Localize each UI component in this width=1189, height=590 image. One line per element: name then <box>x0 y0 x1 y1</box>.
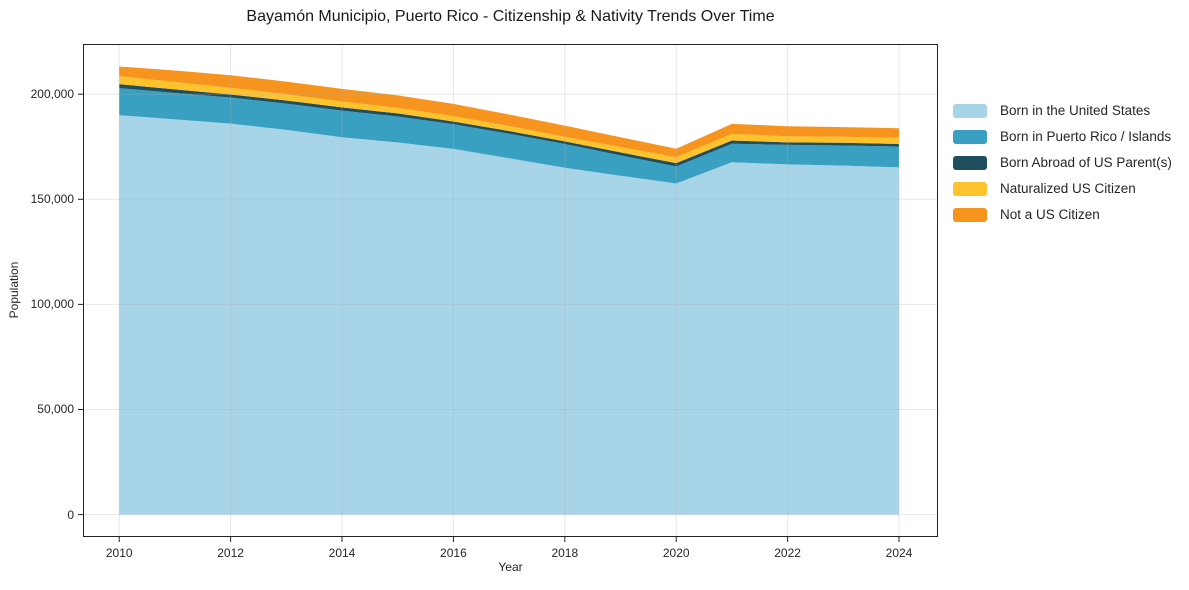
x-tick-label: 2018 <box>551 546 579 560</box>
legend-label: Born in Puerto Rico / Islands <box>1000 129 1172 144</box>
x-tick-label: 2024 <box>885 546 913 560</box>
legend: Born in the United States Born in Puerto … <box>953 103 1172 222</box>
area-born-in-puerto-rico-islands <box>119 88 900 184</box>
area-born-in-the-united-states <box>119 115 900 515</box>
x-tick-label: 2016 <box>440 546 467 560</box>
legend-item-born-abroad-of-us-parent-s: Born Abroad of US Parent(s) <box>953 155 1172 170</box>
legend-item-not-a-us-citizen: Not a US Citizen <box>953 207 1172 222</box>
area-not-a-us-citizen <box>119 66 900 158</box>
x-tick-label: 2010 <box>105 546 133 560</box>
legend-label: Born in the United States <box>1000 103 1151 118</box>
plot-border <box>83 44 938 537</box>
legend-swatch-icon <box>953 129 987 144</box>
x-tick-label: 2020 <box>662 546 690 560</box>
area-born-abroad-of-us-parent-s <box>119 84 900 167</box>
y-tick-label: 100,000 <box>30 297 74 312</box>
x-tick-label: 2014 <box>328 546 356 560</box>
legend-item-born-in-puerto-rico-islands: Born in Puerto Rico / Islands <box>953 129 1172 144</box>
legend-item-born-in-the-united-states: Born in the United States <box>953 103 1172 118</box>
legend-item-naturalized-us-citizen: Naturalized US Citizen <box>953 181 1172 196</box>
legend-label: Born Abroad of US Parent(s) <box>1000 155 1172 170</box>
chart-title: Bayamón Municipio, Puerto Rico - Citizen… <box>246 8 775 25</box>
legend-label: Naturalized US Citizen <box>1000 181 1136 196</box>
plot-area <box>78 44 938 542</box>
x-axis-label: Year <box>498 560 523 574</box>
gridlines <box>83 44 938 537</box>
x-tick-label: 2022 <box>774 546 801 560</box>
legend-label: Not a US Citizen <box>1000 207 1100 222</box>
stacked-areas <box>119 66 900 515</box>
legend-swatch-icon <box>953 181 987 196</box>
legend-swatch-icon <box>953 103 987 118</box>
y-tick-label: 200,000 <box>30 87 74 102</box>
y-tick-label: 0 <box>67 507 74 522</box>
tick-marks <box>78 93 900 542</box>
legend-swatch-icon <box>953 207 987 222</box>
area-naturalized-us-citizen <box>119 76 900 164</box>
y-tick-label: 50,000 <box>37 402 74 417</box>
x-tick-label: 2012 <box>217 546 244 560</box>
legend-swatch-icon <box>953 155 987 170</box>
y-tick-label: 150,000 <box>30 192 74 207</box>
